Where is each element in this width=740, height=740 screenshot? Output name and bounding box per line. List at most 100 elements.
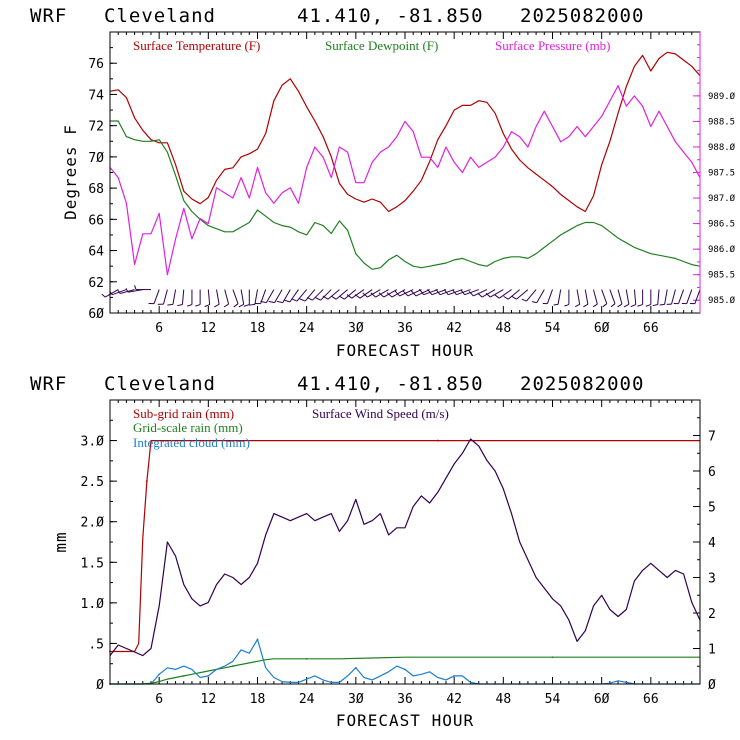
bot-x-tick-label: 18 (250, 692, 266, 707)
top-x-tick-label: 24 (299, 321, 315, 336)
top-y2-tick-label: 986.Ø (708, 244, 736, 255)
top-x-tick-label: 54 (545, 321, 561, 336)
top-x-tick-label: 48 (496, 321, 512, 336)
bot-point-cloud (354, 666, 357, 669)
legend-temperature: Surface Temperature (F) (133, 38, 260, 53)
bot-x-tick-label: 66 (643, 692, 659, 707)
wind-barb (452, 289, 471, 296)
top-location: Cleveland (104, 5, 216, 27)
top-series-dewpoint (110, 120, 701, 270)
bot-series-wind (109, 438, 701, 657)
bot-x-tick-label: 6Ø (594, 692, 610, 707)
bottom-y2-tick-labels: Ø 1 2 3 4 5 6 7 (708, 430, 716, 694)
top-x-axis-title: FORECAST HOUR (336, 341, 474, 360)
bot-x-tick-label: 6 (155, 692, 163, 707)
top-x-tick-label: 18 (250, 321, 266, 336)
wind-barb (125, 288, 143, 293)
top-y-tick-label: 62 (88, 276, 104, 291)
wind-barb (637, 289, 644, 307)
bot-y-tick-label: 3.Ø (81, 435, 105, 450)
bot-y2-tick-label: 2 (708, 607, 716, 622)
wind-barb (232, 289, 239, 308)
top-y-tick-label: 74 (88, 88, 104, 103)
wind-barb (564, 289, 570, 307)
top-run: 2025082000 (520, 5, 644, 27)
bot-y2-tick-label: 7 (708, 430, 716, 445)
bot-x-tick-label: 48 (496, 692, 512, 707)
top-y-tick-label: 7Ø (88, 151, 104, 166)
bot-x-tick-label: 36 (397, 692, 413, 707)
bot-y-tick-label: .5 (88, 637, 104, 652)
wind-barb (291, 289, 308, 302)
wind-barb (609, 289, 616, 308)
top-series-temperature (109, 51, 701, 213)
wind-barb (659, 289, 668, 306)
wind-barb (386, 289, 406, 298)
wind-barb (617, 289, 623, 308)
wind-barb (223, 289, 230, 308)
top-plot-frame (109, 31, 701, 314)
wind-barb (134, 285, 151, 291)
wind-barb (427, 288, 447, 296)
bot-x-tick-label: 24 (299, 692, 315, 707)
bot-y2-tick-label: 4 (708, 536, 716, 551)
top-ticks (109, 31, 701, 314)
wind-barb (630, 289, 637, 308)
top-y2-tick-label: 985.Ø (708, 295, 736, 306)
bot-y-tick-label: 1.5 (81, 556, 104, 571)
top-x-tick-labels: 6 12 18 24 3Ø 36 42 48 54 6Ø 66 (155, 321, 658, 336)
bottom-x-axis-title: FORECAST HOUR (336, 711, 474, 730)
wind-barb (494, 289, 512, 299)
wind-barb (532, 289, 545, 304)
wind-barb (314, 289, 332, 301)
bot-y-tick-label: Ø (96, 678, 104, 693)
wind-barb (681, 289, 693, 305)
bottom-header: WRF Cleveland 41.410, -81.850 2025082000 (30, 373, 644, 395)
legend-dewpoint: Surface Dewpoint (F) (325, 38, 438, 53)
wind-barb (354, 289, 373, 299)
wind-barb (477, 289, 496, 298)
wind-barb (346, 289, 365, 299)
bot-point-grid-rain (551, 656, 554, 659)
bot-y2-tick-label: 1 (708, 643, 716, 658)
bottom-panel: 6 12 18 24 3Ø 36 42 48 54 6Ø 66 Ø.51.Ø1.52.Ø2.53.Ø… (51, 399, 716, 730)
wind-barb (157, 289, 168, 305)
top-y-tick-label: 66 (88, 213, 104, 228)
bot-point-grid-rain (305, 657, 308, 660)
bot-x-tick-label: 42 (446, 692, 462, 707)
bot-point-cloud (453, 674, 456, 677)
top-x-tick-label: 3Ø (348, 321, 364, 336)
wind-barb (260, 289, 275, 304)
bot-y2-tick-label: Ø (708, 678, 716, 693)
bottom-model: WRF (30, 373, 67, 395)
top-y-axis-title: Degrees F (61, 124, 80, 220)
bot-point-cloud (305, 678, 308, 681)
wind-barb (542, 289, 553, 305)
top-y-tick-label: 68 (88, 182, 104, 197)
wind-barbs (101, 285, 701, 308)
wind-barb (306, 289, 324, 301)
top-x-tick-label: 66 (643, 321, 659, 336)
top-y2-tick-label: 986.5 (708, 220, 735, 230)
wind-barb (553, 289, 562, 306)
wind-barb (673, 289, 685, 305)
bottom-run: 2025082000 (520, 373, 644, 395)
bot-point-subgrid-rain (436, 439, 439, 442)
top-x-tick-label: 6Ø (594, 321, 610, 336)
wind-barb (666, 289, 676, 305)
wind-barb (283, 289, 299, 303)
bot-y2-tick-label: 3 (708, 572, 716, 587)
wind-barb (521, 289, 537, 302)
top-y-tick-label: 6Ø (88, 307, 104, 322)
wind-barb (322, 289, 340, 300)
bottom-y-tick-labels: Ø .5 1.Ø 1.5 2.Ø 2.5 3.Ø (81, 435, 105, 693)
bot-series-subgrid-rain (110, 440, 700, 653)
wind-barb (511, 289, 529, 300)
wind-barb (410, 289, 430, 297)
bot-y2-tick-label: 6 (708, 465, 716, 480)
top-y2-tick-label: 988.5 (708, 117, 735, 127)
wind-barb (238, 289, 245, 308)
wind-barb (418, 288, 438, 296)
wind-barb (575, 289, 581, 308)
bottom-location: Cleveland (104, 373, 216, 395)
